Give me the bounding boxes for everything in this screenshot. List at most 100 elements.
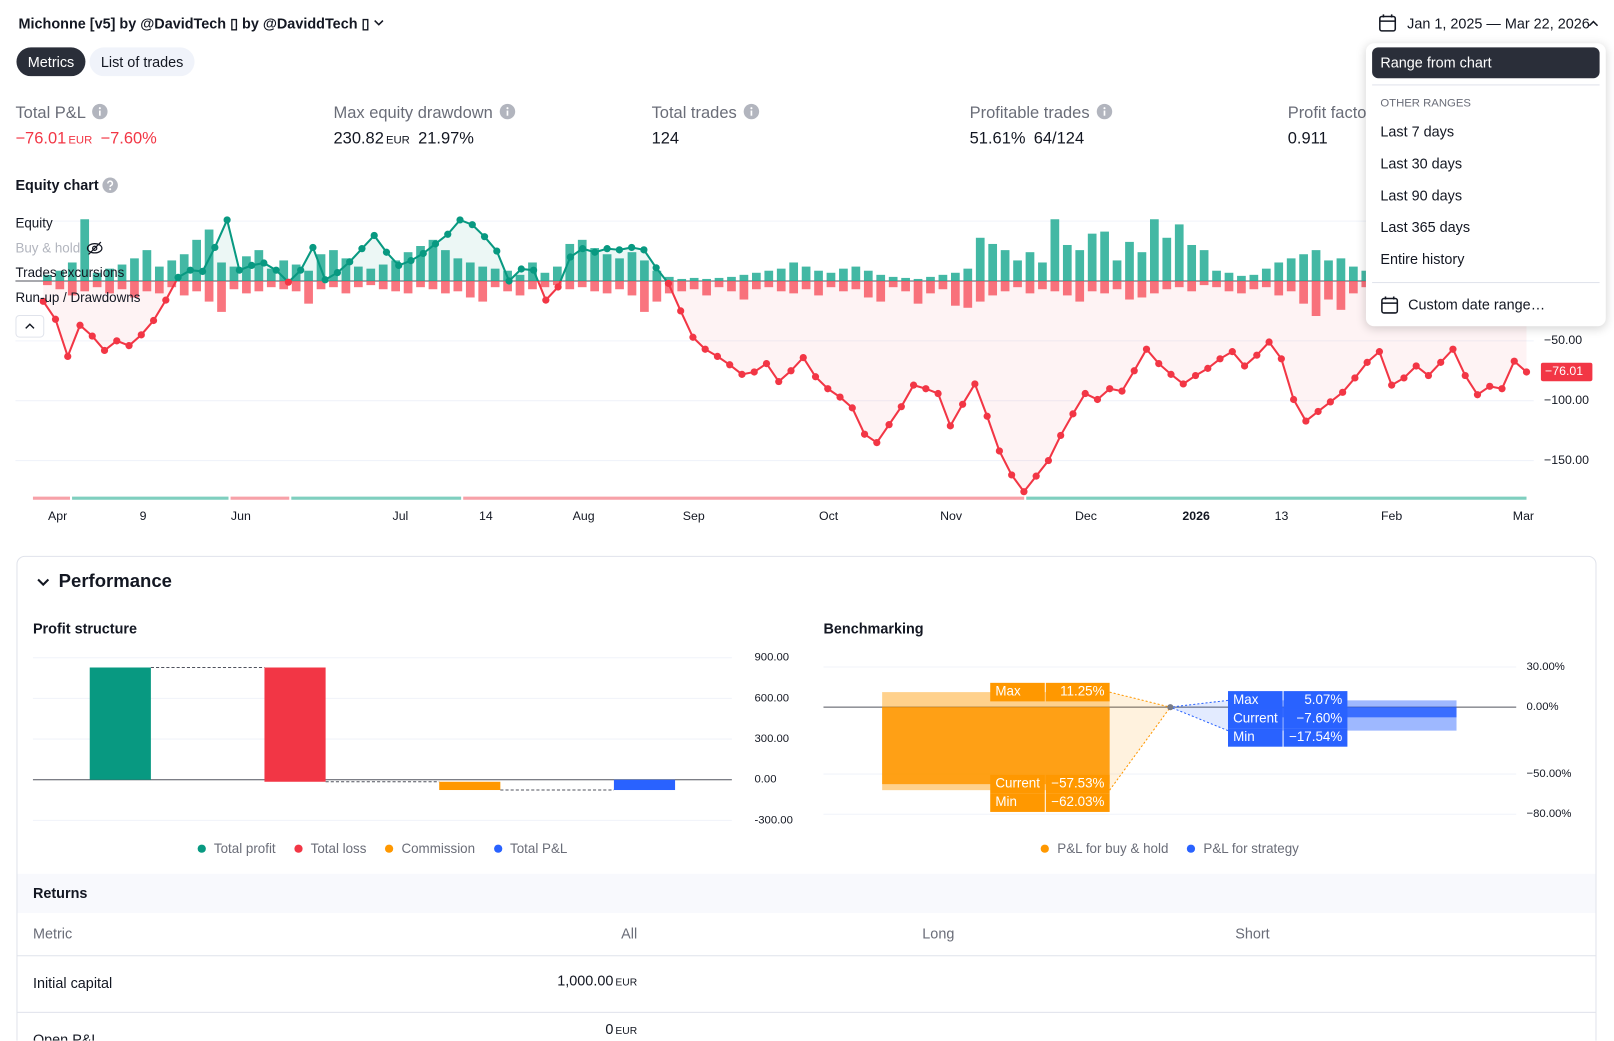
drawdown-bar [1349, 281, 1358, 294]
runup-bar [826, 272, 836, 282]
runup-bar [515, 274, 525, 282]
runup-bar [714, 277, 724, 282]
equity-point [272, 266, 280, 274]
runup-bar [378, 264, 388, 282]
tab[interactable]: List of trades [89, 47, 195, 77]
equity-point [542, 296, 550, 304]
menu-item[interactable]: Entire history [1380, 250, 1465, 268]
chevron-icon[interactable] [36, 576, 50, 588]
drawdown-bar [167, 281, 177, 288]
y-tick-label: 0.00% [1527, 701, 1559, 713]
drawdown-bar [304, 281, 313, 304]
runup-bar [192, 239, 202, 282]
legend-entry[interactable]: Total loss [294, 840, 366, 856]
date-range[interactable]: Jan 1, 2025 — Mar 22, 2026 [1407, 15, 1590, 32]
legend-entry[interactable]: P&L for strategy [1186, 840, 1299, 856]
equity-point [1326, 398, 1334, 406]
equity-point [1118, 387, 1126, 395]
runup-bar [1212, 270, 1221, 282]
info-icon[interactable] [92, 103, 109, 120]
chevron-icon[interactable] [373, 19, 385, 29]
menu-item[interactable]: Custom date range… [1408, 296, 1546, 313]
label-box [1228, 691, 1283, 710]
legend-entry[interactable]: Equity [15, 215, 53, 231]
info-icon[interactable] [1096, 103, 1112, 120]
runup-bar [217, 262, 226, 282]
extra: 21.97% [418, 130, 474, 148]
equity-point [762, 359, 771, 368]
drawdown-bar [938, 281, 948, 290]
legend-dot [1186, 844, 1196, 853]
equity-point [1412, 362, 1420, 370]
equity-point [468, 221, 476, 229]
column-header: Metric [32, 924, 73, 942]
drawdown-bar [1324, 281, 1333, 300]
menu-item[interactable]: Range from chart [1380, 54, 1492, 71]
equity-point [885, 421, 893, 429]
drawdown-bar [839, 281, 848, 292]
y-tick-label: −50.00 [1544, 333, 1582, 347]
runup-bar [739, 274, 749, 282]
equity-point [444, 230, 452, 238]
runup-bar [453, 258, 463, 282]
legend-entry[interactable]: P&L for buy & hold [1040, 840, 1168, 856]
runup-bar [1000, 250, 1010, 282]
label-box [1283, 691, 1348, 710]
drawdown-bar [465, 281, 475, 298]
equity-point [664, 279, 673, 287]
column-header: All [621, 924, 638, 942]
menu-item[interactable]: Last 365 days [1380, 218, 1471, 236]
legend-entry[interactable]: Commission [384, 840, 475, 856]
runup-bar [490, 268, 500, 282]
equity-point [517, 265, 525, 273]
equity-point [88, 332, 96, 340]
info-icon[interactable] [743, 103, 759, 120]
tab[interactable]: Metrics [16, 47, 86, 77]
legend-entry[interactable]: Total profit [197, 840, 276, 856]
drawdown-bar [1237, 281, 1246, 294]
table-title: Returns [32, 884, 88, 902]
equity-point [799, 353, 807, 362]
calendar-icon[interactable] [1378, 13, 1397, 33]
runup-bar [839, 268, 848, 282]
legend-entry[interactable]: Trades excursions [15, 264, 125, 281]
range-label: Max [995, 684, 1021, 699]
equity-point [480, 233, 489, 241]
selected-item[interactable] [1372, 47, 1600, 79]
drawdown-bar [279, 281, 289, 290]
runup-bar [913, 278, 923, 282]
menu-item[interactable]: Last 30 days [1380, 155, 1463, 172]
y-tick-label: 600.00 [755, 692, 790, 704]
menu-item[interactable]: Last 90 days [1380, 186, 1463, 204]
legend-entry[interactable]: Buy & hold [15, 240, 103, 256]
origin-point [1167, 704, 1174, 711]
runup-bar [416, 246, 425, 282]
info-icon[interactable] [499, 103, 515, 120]
legend-entry[interactable]: Total P&L [493, 840, 567, 856]
equity-point [370, 231, 378, 240]
drawdown-bar [552, 281, 562, 286]
equity-point [554, 283, 562, 291]
drawdown-bar [341, 281, 351, 294]
calendar-icon [1381, 296, 1399, 314]
runup-bar [615, 258, 624, 282]
section-title: Equity chart [15, 176, 99, 194]
drawdown-bar [1174, 281, 1184, 288]
collapse-button[interactable] [15, 314, 45, 338]
legend-entry[interactable]: Run-up / Drawdowns [15, 289, 141, 305]
runup-bar [540, 272, 550, 282]
caret-icon[interactable] [1587, 19, 1599, 29]
menu-item[interactable]: Last 7 days [1380, 123, 1455, 140]
value: 230.82 [333, 130, 384, 148]
hidden-icon[interactable] [86, 241, 103, 255]
performance-card [16, 555, 1597, 1041]
help-icon[interactable] [102, 177, 118, 194]
drawdown-bar [1025, 281, 1035, 294]
runup-bar [652, 270, 662, 282]
runup-bar [1274, 262, 1284, 282]
runup-bar [1174, 224, 1184, 282]
range-label: Current [995, 776, 1040, 791]
drawdown-bar [988, 281, 998, 296]
drawdown-bar [1125, 281, 1134, 300]
